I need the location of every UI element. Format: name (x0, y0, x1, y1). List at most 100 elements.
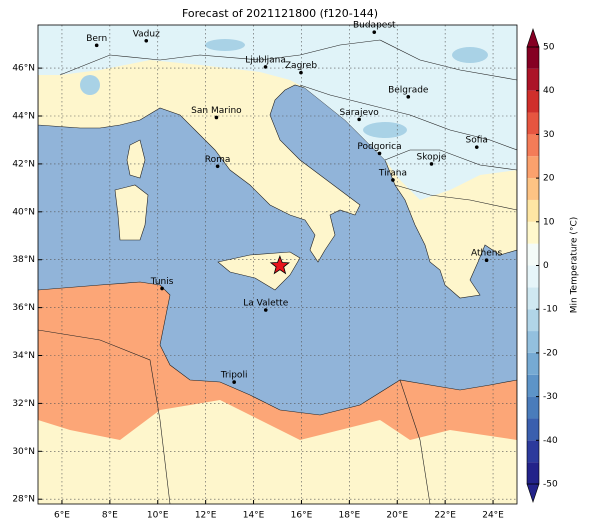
x-tick-label: 10°E (147, 511, 169, 521)
city-label: Tripoli (220, 371, 248, 381)
city-dot (357, 117, 361, 122)
colorbar-tick-label: -30 (543, 392, 558, 402)
city-label: Skopje (417, 152, 447, 162)
y-tick-label: 38°N (12, 255, 35, 265)
colorbar-band (527, 331, 539, 353)
location-marker (269, 255, 290, 275)
colorbar-extend-bottom (526, 483, 540, 503)
city-label: Tunis (150, 277, 174, 287)
cold-patch (80, 75, 100, 95)
cold-patch (452, 47, 488, 63)
city-label: Zagreb (285, 61, 317, 71)
city-dot (429, 162, 434, 166)
corsica (126, 139, 146, 179)
title: Forecast of 2021121800 (f120-144) (182, 7, 378, 20)
colorbar-tick-label: 40 (543, 86, 555, 96)
x-tick-label: 12°E (195, 511, 217, 521)
city-label: La Valette (243, 299, 288, 309)
city-dot (377, 151, 382, 156)
colorbar-tick-label: -10 (543, 305, 558, 315)
colorbar-band (527, 178, 539, 200)
y-tick-label: 28°N (12, 495, 35, 505)
colorbar-tick-label: 30 (543, 130, 555, 140)
x-tick-label: 16°E (291, 511, 313, 521)
city-label: Belgrade (388, 85, 429, 95)
city-label: Sofia (466, 136, 488, 146)
city-label: Podgorica (357, 142, 401, 152)
y-tick-label: 36°N (12, 303, 35, 313)
colorbar-band (527, 418, 539, 441)
colorbar-tick-label: 50 (543, 43, 555, 53)
y-tick-label: 34°N (12, 351, 35, 361)
city-label: Budapest (353, 21, 396, 31)
colorbar-tick-label: -20 (543, 348, 558, 358)
city-dot (215, 164, 220, 169)
city-dot (474, 145, 479, 149)
city-dot (484, 258, 489, 262)
colorbar-extend-top (526, 28, 540, 48)
colorbar-band (527, 199, 539, 222)
cold-zone (38, 25, 517, 200)
x-tick-label: 14°E (243, 511, 265, 521)
city-dot (232, 380, 236, 384)
city-dot (391, 178, 395, 182)
colorbar-band (527, 221, 539, 244)
colorbar-tick-label: 0 (543, 261, 549, 271)
colorbar-tick-label: -40 (543, 436, 558, 446)
sardinia (114, 184, 149, 241)
city-label: San Marino (191, 106, 242, 116)
colorbar-band (527, 374, 539, 397)
map-frame (37, 24, 518, 505)
colorbar-band (527, 68, 539, 91)
x-tick-label: 8°E (102, 511, 118, 521)
x-tick-label: 24°E (482, 511, 504, 521)
colorbar-band (527, 47, 539, 69)
colorbar-label: Min Temperature (°C) (570, 217, 580, 314)
colorbar-band (527, 243, 539, 266)
colorbar-band (527, 134, 539, 157)
y-tick-label: 32°N (12, 399, 35, 409)
country-borders (38, 39, 517, 504)
colorbar-band (527, 265, 539, 288)
city-label: Ljubljana (245, 55, 286, 65)
colorbar-band (527, 287, 539, 310)
colorbar-band (527, 462, 539, 484)
cold-patch (363, 122, 407, 138)
city-dot (299, 70, 303, 75)
city-label: Vaduz (133, 29, 160, 39)
city-label: Athens (471, 249, 502, 259)
x-tick-label: 22°E (434, 511, 456, 521)
x-tick-label: 20°E (386, 511, 408, 521)
y-tick-label: 46°N (12, 64, 35, 74)
colorbar-tick-label: 20 (543, 174, 555, 184)
y-tick-label: 44°N (12, 112, 35, 122)
city-dot (263, 308, 268, 312)
city-dot (144, 39, 149, 43)
city-label: Roma (205, 155, 231, 165)
x-tick-label: 18°E (339, 511, 361, 521)
y-tick-label: 40°N (12, 207, 35, 217)
colorbar-tick-label: 10 (543, 217, 555, 227)
city-dot (214, 115, 219, 120)
y-tick-label: 42°N (12, 159, 35, 169)
city-dot (372, 30, 377, 34)
city-label: Bern (86, 34, 107, 44)
colorbar-band (527, 440, 539, 463)
colorbar-band (527, 156, 539, 179)
colorbar-band (527, 352, 539, 375)
city-dot (263, 65, 268, 69)
colorbar-band (527, 90, 539, 113)
x-tick-label: 6°E (54, 511, 70, 521)
city-label: Sarajevo (340, 108, 380, 118)
city-dot (406, 95, 411, 99)
cold-patch (205, 39, 245, 51)
city-dot (160, 286, 164, 291)
colorbar-band (527, 396, 539, 419)
y-tick-label: 30°N (12, 447, 35, 457)
city-label: Tirana (378, 168, 407, 178)
colorbar-tick-label: -50 (543, 480, 558, 490)
colorbar-band (527, 112, 539, 135)
colorbar-band (527, 309, 539, 332)
city-dot (94, 43, 99, 48)
